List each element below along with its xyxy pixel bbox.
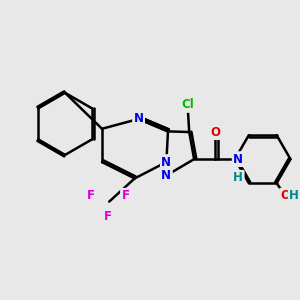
Text: F: F bbox=[103, 211, 112, 224]
Text: Cl: Cl bbox=[181, 98, 194, 111]
Text: H: H bbox=[233, 171, 243, 184]
Text: N: N bbox=[161, 156, 171, 169]
Text: H: H bbox=[289, 189, 299, 202]
Text: O: O bbox=[280, 189, 291, 202]
Text: O: O bbox=[210, 125, 220, 139]
Text: N: N bbox=[161, 169, 171, 182]
Text: N: N bbox=[134, 112, 144, 125]
Text: N: N bbox=[233, 153, 243, 166]
Text: F: F bbox=[87, 189, 95, 202]
Text: F: F bbox=[122, 189, 130, 202]
